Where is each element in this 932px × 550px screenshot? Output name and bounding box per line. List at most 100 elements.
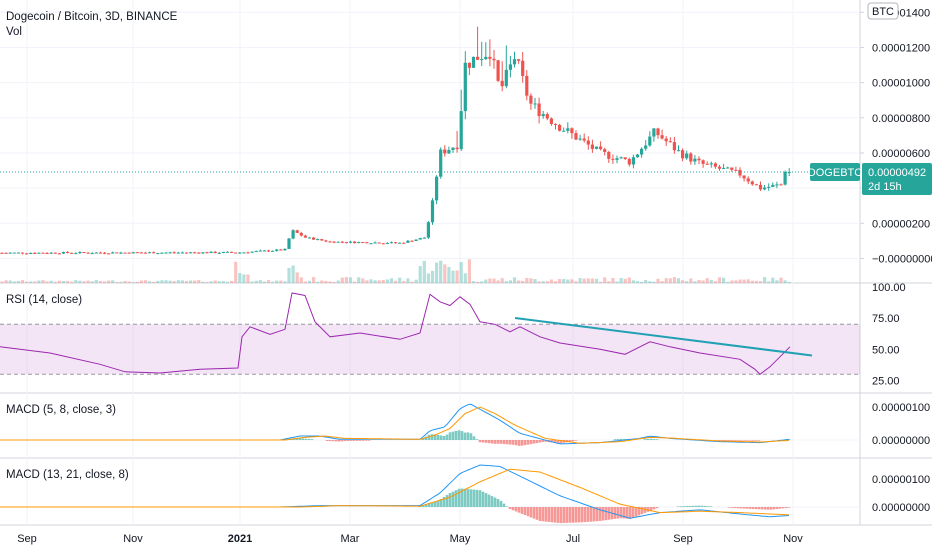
macd-slow-histogram-bar	[427, 503, 431, 507]
candle-down	[668, 141, 672, 143]
candle-down	[402, 242, 406, 244]
macd-fast-histogram-bar	[367, 440, 371, 441]
volume-bar	[422, 260, 426, 283]
candle-up	[459, 111, 463, 150]
candle-up	[90, 253, 94, 255]
candle-down	[33, 252, 37, 254]
volume-bar	[37, 280, 41, 283]
candle-up	[644, 145, 648, 149]
volume-bar	[783, 280, 787, 283]
volume-bar	[447, 266, 451, 283]
candle-up	[615, 158, 619, 160]
macd-slow-histogram-bar	[541, 507, 545, 522]
volume-bar	[61, 281, 66, 283]
candle-down	[599, 146, 603, 150]
macd-fast-histogram-bar	[649, 438, 653, 440]
macd-fast-histogram-bar	[484, 440, 488, 443]
macd-fast-histogram-bar	[730, 440, 734, 441]
currency-badge-box[interactable]	[867, 2, 899, 20]
candle-down	[184, 252, 189, 254]
volume-bar	[279, 280, 283, 283]
macd-fast-histogram-bar	[622, 438, 626, 440]
macd-slow-histogram-bar	[430, 502, 434, 507]
macd-fast-histogram-bar	[532, 440, 536, 444]
macd-slow-histogram-bar	[418, 506, 422, 507]
macd-slow-histogram-bar	[676, 506, 680, 507]
volume-bar	[324, 280, 328, 283]
candle-down	[82, 252, 86, 254]
volume-bar	[676, 278, 681, 283]
candle-up	[566, 128, 570, 131]
candle-down	[53, 252, 57, 254]
candle-up	[771, 184, 775, 187]
rsi-tick-label: 25.00	[872, 376, 900, 388]
candle-down	[41, 252, 45, 254]
candle-down	[730, 167, 734, 170]
macd-fast-histogram-bar	[430, 434, 434, 440]
volume-bar	[599, 281, 603, 283]
macd-slow-histogram-bar	[547, 507, 551, 522]
macd-slow-histogram-bar	[706, 506, 710, 507]
volume-bar	[701, 280, 705, 283]
macd-slow-histogram-bar	[628, 507, 632, 519]
candle-down	[324, 240, 328, 242]
volume-bar	[213, 280, 217, 283]
candle-down	[197, 252, 201, 254]
candle-up	[29, 252, 33, 254]
volume-bar	[238, 273, 242, 283]
macd-slow-histogram-bar	[469, 489, 473, 507]
macd-slow-histogram-bar	[745, 507, 749, 509]
macd-slow-histogram-bar	[472, 489, 476, 507]
candle-down	[701, 160, 705, 164]
volume-bar	[648, 281, 652, 283]
macd-slow-histogram-bar	[577, 507, 581, 523]
volume-bar	[517, 280, 521, 283]
macd-fast-histogram-bar	[325, 440, 329, 441]
candle-up	[221, 251, 225, 253]
macd-fast-histogram-bar	[571, 440, 575, 442]
volume-bar	[90, 281, 94, 283]
macd-fast-histogram-bar	[619, 438, 623, 440]
volume-bar	[734, 280, 738, 283]
candle-up	[348, 241, 353, 243]
candle-down	[340, 241, 344, 243]
volume-bar	[258, 280, 262, 283]
time-tick-label: Sep	[17, 533, 37, 545]
volume-bar	[340, 277, 344, 283]
macd-slow-histogram-bar	[727, 507, 731, 508]
rsi-line	[0, 292, 791, 375]
macd-fast-histogram-bar	[343, 440, 347, 441]
volume-bar	[681, 280, 685, 283]
volume-bar	[771, 277, 775, 283]
candle-up	[16, 252, 20, 254]
candle-up	[414, 239, 418, 241]
candle-down	[20, 252, 25, 254]
volume-bar	[225, 281, 230, 283]
candle-up	[238, 252, 242, 254]
volume-bar	[754, 280, 758, 283]
macd-slow-histogram-bar	[421, 505, 425, 507]
candle-down	[213, 251, 217, 254]
macd-fast-histogram-bar	[535, 440, 539, 444]
macd-fast-histogram-bar	[511, 440, 515, 445]
candle-up	[287, 238, 291, 249]
volume-bar	[512, 277, 517, 283]
macd-fast-histogram-bar	[463, 432, 467, 440]
macd-slow-histogram-bar	[730, 507, 734, 508]
macd-fast-histogram-bar	[358, 440, 362, 441]
candle-down	[328, 241, 332, 243]
candle-down	[295, 230, 299, 233]
macd-fast-histogram-bar	[352, 440, 356, 441]
volume-bar	[586, 278, 590, 283]
currency-badge-label[interactable]: BTC	[872, 6, 894, 18]
candle-down	[230, 251, 234, 253]
volume-bar	[234, 261, 238, 283]
macd-slow-histogram-bar	[637, 507, 641, 516]
candle-up	[447, 149, 451, 154]
candle-up	[271, 250, 275, 252]
candle-down	[553, 123, 558, 125]
candle-down	[381, 243, 385, 245]
volume-bar	[369, 279, 373, 283]
volume-bar	[480, 281, 484, 283]
macd-slow-histogram-bar	[703, 505, 707, 507]
